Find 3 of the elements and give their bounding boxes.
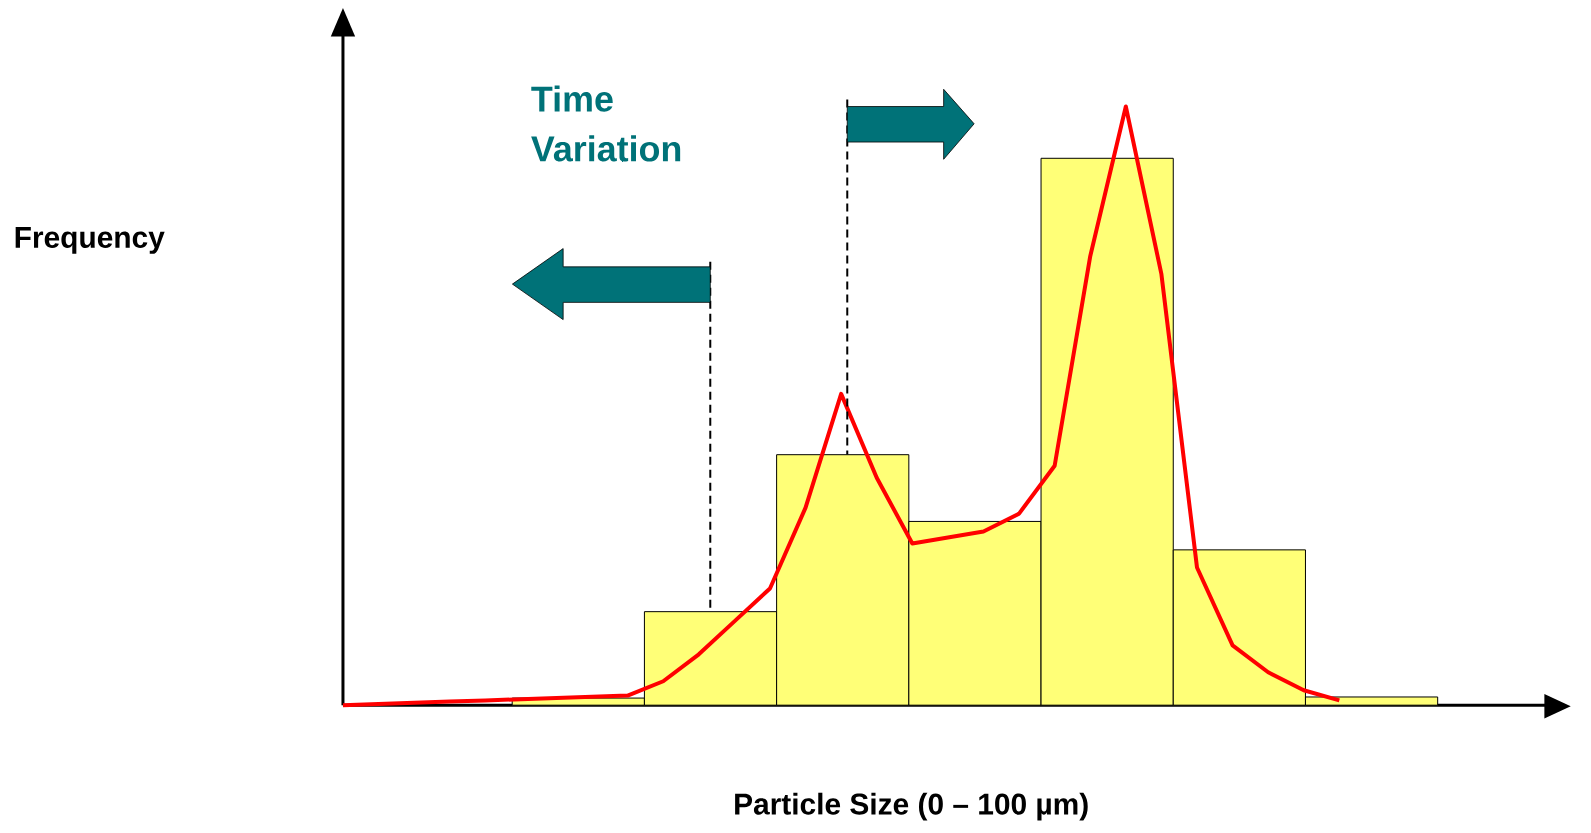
x-axis-title: Particle Size (0 – 100 µm) <box>735 792 1088 821</box>
annotation: Time Variation <box>531 85 681 162</box>
y-axis-title: Frequency <box>15 227 165 254</box>
